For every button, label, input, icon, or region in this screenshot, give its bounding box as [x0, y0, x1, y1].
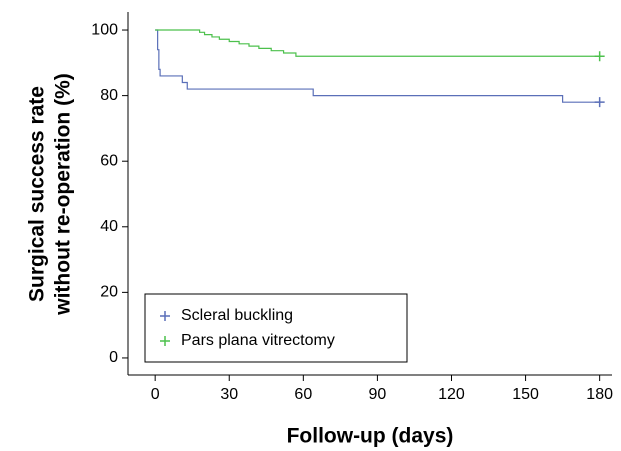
legend-marker [160, 311, 170, 321]
y-tick-label: 100 [91, 21, 118, 38]
y-tick-label: 20 [100, 284, 118, 301]
legend-marker [160, 336, 170, 346]
y-tick-label: 80 [100, 87, 118, 104]
y-tick-label: 40 [100, 218, 118, 235]
x-tick-label: 60 [294, 386, 312, 403]
legend-label: Pars plana vitrectomy [181, 332, 335, 349]
x-tick-label: 0 [151, 386, 160, 403]
censor-mark [594, 51, 605, 62]
x-tick-label: 150 [512, 386, 539, 403]
x-tick-label: 120 [438, 386, 465, 403]
y-axis-title: without re-operation (%) [52, 73, 75, 315]
x-axis-title: Follow-up (days) [287, 425, 454, 448]
y-axis-title: Surgical success rate [26, 86, 49, 302]
censor-mark [594, 97, 605, 108]
x-tick-label: 90 [369, 386, 387, 403]
survival-line [155, 29, 600, 103]
legend-box [144, 293, 408, 363]
y-tick-label: 60 [100, 152, 118, 169]
x-tick-label: 180 [586, 386, 613, 403]
survival-line [155, 29, 600, 57]
legend-label: Scleral buckling [181, 307, 293, 324]
y-tick-label: 0 [109, 349, 118, 366]
x-tick-label: 30 [220, 386, 238, 403]
